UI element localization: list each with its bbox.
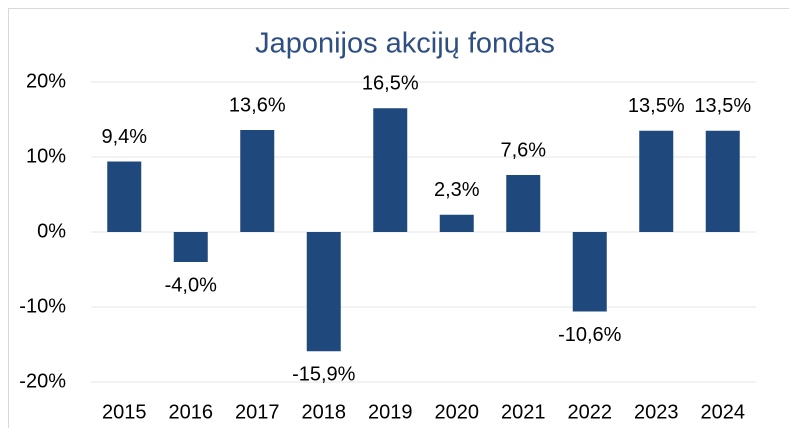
x-tick-label: 2022 [568, 401, 613, 423]
y-tick-label: -20% [19, 370, 66, 392]
chart-frame [8, 8, 789, 428]
x-tick-label: 2018 [302, 401, 347, 423]
data-label: 16,5% [362, 73, 419, 95]
data-label: -4,0% [165, 274, 217, 296]
x-tick-label: 2015 [102, 401, 147, 423]
y-tick-label: 10% [26, 145, 66, 167]
x-tick-label: 2016 [169, 401, 214, 423]
bar [705, 130, 740, 232]
x-tick-label: 2021 [501, 401, 546, 423]
chart-title: Japonijos akcijų fondas [255, 28, 555, 60]
data-label: -15,9% [292, 364, 356, 386]
data-label: 2,3% [434, 179, 480, 201]
bar [639, 130, 674, 232]
data-label: 13,5% [628, 95, 685, 117]
bar [107, 161, 142, 232]
y-tick-label: 20% [26, 70, 66, 92]
bar [240, 130, 275, 232]
data-label: -10,6% [558, 324, 622, 346]
x-tick-label: 2019 [368, 401, 413, 423]
y-tick-label: -10% [19, 295, 66, 317]
bar [506, 175, 541, 232]
data-label: 13,6% [229, 94, 286, 116]
bar [572, 232, 607, 312]
data-label: 9,4% [101, 126, 147, 148]
x-tick-label: 2023 [634, 401, 679, 423]
data-label: 7,6% [500, 139, 546, 161]
data-label: 13,5% [694, 95, 751, 117]
x-tick-label: 2024 [701, 401, 746, 423]
bar [173, 232, 208, 262]
bar [439, 214, 474, 232]
x-tick-label: 2020 [435, 401, 480, 423]
x-tick-label: 2017 [235, 401, 280, 423]
y-tick-label: 0% [37, 220, 66, 242]
bar [373, 108, 408, 232]
bar [306, 232, 341, 352]
